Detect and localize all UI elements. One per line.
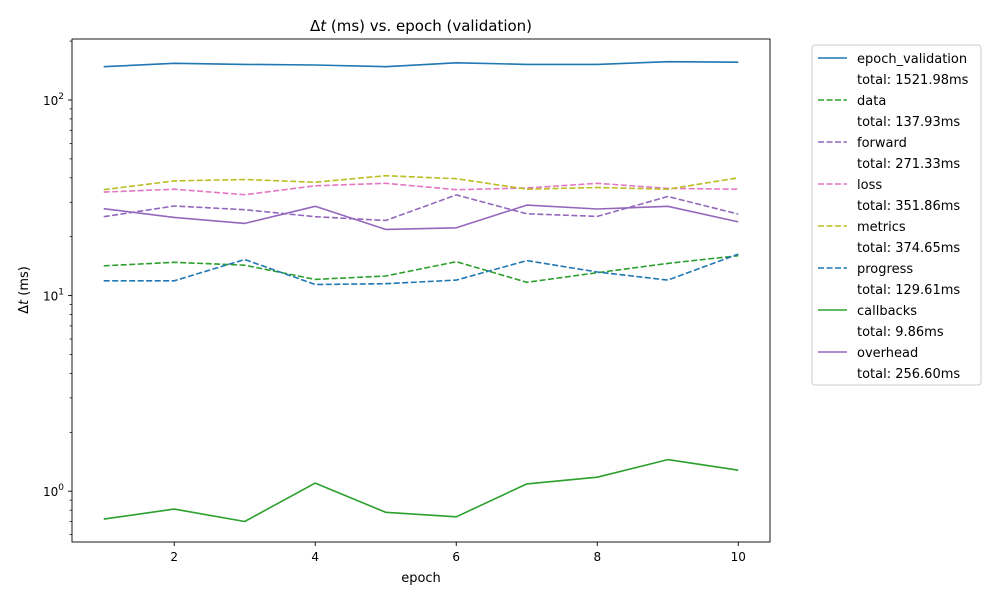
x-axis-label: epoch <box>401 571 441 586</box>
legend-label-forward: forward <box>857 136 907 151</box>
legend-total-data: total: 137.93ms <box>857 115 960 130</box>
legend-total-progress: total: 129.61ms <box>857 283 960 298</box>
legend-total-overhead: total: 256.60ms <box>857 367 960 382</box>
x-tick-label: 6 <box>452 550 460 564</box>
legend-label-data: data <box>857 94 886 109</box>
legend-total-metrics: total: 374.65ms <box>857 241 960 256</box>
x-tick-label: 2 <box>170 550 178 564</box>
legend-label-epoch-validation: epoch_validation <box>857 52 967 67</box>
legend-label-callbacks: callbacks <box>857 304 917 319</box>
legend-total-loss: total: 351.86ms <box>857 199 960 214</box>
chart-title: Δt (ms) vs. epoch (validation) <box>310 17 532 35</box>
legend-total-callbacks: total: 9.86ms <box>857 325 944 340</box>
legend: epoch_validation total: 1521.98ms data tota… <box>812 45 981 385</box>
legend-label-overhead: overhead <box>857 346 918 361</box>
x-tick-label: 8 <box>593 550 601 564</box>
x-tick-label: 4 <box>311 550 319 564</box>
legend-total-forward: total: 271.33ms <box>857 157 960 172</box>
legend-total-epoch-validation: total: 1521.98ms <box>857 73 969 88</box>
legend-label-loss: loss <box>857 178 882 193</box>
legend-label-metrics: metrics <box>857 220 906 235</box>
x-tick-label: 10 <box>731 550 746 564</box>
y-axis-label: Δt (ms) <box>17 266 32 314</box>
legend-label-progress: progress <box>857 262 913 277</box>
